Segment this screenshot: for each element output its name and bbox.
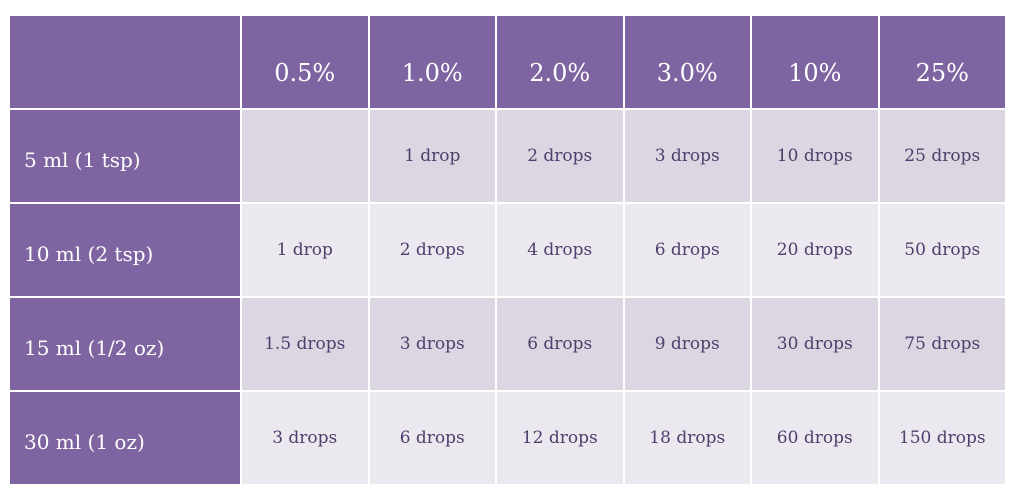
row-header: 5 ml (1 tsp) bbox=[10, 110, 240, 202]
column-header: 1.0% bbox=[369, 16, 495, 108]
table-cell: 3 drops bbox=[624, 110, 750, 202]
table-cell: 9 drops bbox=[624, 298, 750, 390]
table-cell: 18 drops bbox=[624, 392, 750, 484]
table-cell: 3 drops bbox=[369, 298, 495, 390]
table-cell: 20 drops bbox=[752, 204, 878, 296]
table-cell: 50 drops bbox=[879, 204, 1005, 296]
table-cell: 30 drops bbox=[752, 298, 878, 390]
column-header: 2.0% bbox=[497, 16, 623, 108]
table-cell: 1.5 drops bbox=[242, 298, 368, 390]
table-cell: 10 drops bbox=[752, 110, 878, 202]
table-cell: 4 drops bbox=[497, 204, 623, 296]
column-header: 25% bbox=[879, 16, 1005, 108]
row-header: 10 ml (2 tsp) bbox=[10, 204, 240, 296]
column-header: 10% bbox=[752, 16, 878, 108]
table-cell: 2 drops bbox=[369, 204, 495, 296]
table-cell: 6 drops bbox=[369, 392, 495, 484]
table-cell bbox=[242, 110, 368, 202]
table-cell: 75 drops bbox=[879, 298, 1005, 390]
dilution-table: 0.5% 1.0% 2.0% 3.0% 10% 25% 5 ml (1 tsp)… bbox=[10, 16, 1005, 484]
table-cell: 3 drops bbox=[242, 392, 368, 484]
table-cell: 1 drop bbox=[369, 110, 495, 202]
table-cell: 12 drops bbox=[497, 392, 623, 484]
row-header: 15 ml (1/2 oz) bbox=[10, 298, 240, 390]
table-corner-cell bbox=[10, 16, 240, 108]
table-cell: 6 drops bbox=[624, 204, 750, 296]
table-cell: 25 drops bbox=[879, 110, 1005, 202]
row-header: 30 ml (1 oz) bbox=[10, 392, 240, 484]
table-cell: 6 drops bbox=[497, 298, 623, 390]
table-cell: 150 drops bbox=[879, 392, 1005, 484]
table-cell: 2 drops bbox=[497, 110, 623, 202]
column-header: 0.5% bbox=[242, 16, 368, 108]
table-cell: 60 drops bbox=[752, 392, 878, 484]
column-header: 3.0% bbox=[624, 16, 750, 108]
table-cell: 1 drop bbox=[242, 204, 368, 296]
